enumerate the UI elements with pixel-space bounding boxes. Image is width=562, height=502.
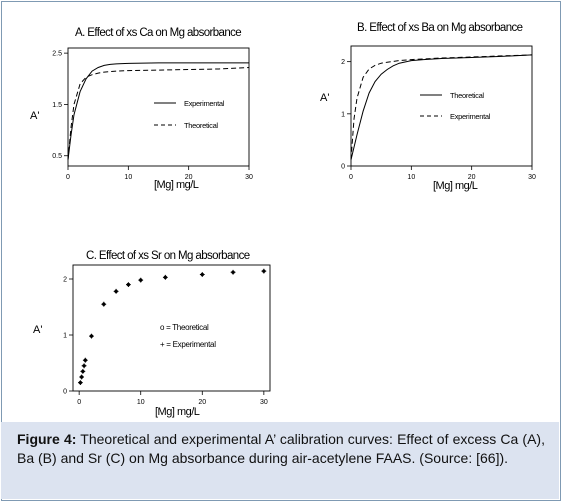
x-tick-label-c: 10 [137, 399, 145, 406]
x-tick-label-c: 0 [77, 399, 81, 406]
y-tick-label-c: 0 [63, 389, 67, 396]
data-point-c-experimental [81, 363, 87, 369]
y-tick-label-a: 1.5 [52, 102, 62, 109]
data-point-c-experimental [82, 357, 88, 363]
data-point-c-experimental [79, 374, 85, 380]
caption-box [1, 422, 559, 499]
caption-body: Theoretical and experimental A’ calibrat… [17, 431, 545, 466]
y-axis-label-c: A' [33, 324, 42, 336]
y-tick-label-b: 0 [341, 164, 345, 171]
x-axis-label-c: [Mg] mg/L [155, 406, 200, 418]
data-point-c-experimental [89, 333, 94, 339]
x-tick-label-a: 10 [124, 174, 132, 181]
series-line-b-theoretical [350, 54, 533, 160]
x-axis-label-b: [Mg] mg/L [433, 180, 478, 192]
legend-label-c-1: + = Experimental [160, 340, 216, 349]
legend-label-c-0: o = Theoretical [160, 323, 209, 332]
y-tick-label-b: 2 [341, 59, 345, 66]
data-point-c-experimental [199, 272, 205, 277]
data-point-c-experimental [261, 268, 267, 274]
y-axis-label-b: A' [320, 92, 329, 104]
caption-label: Figure 4: [17, 431, 77, 447]
data-point-c-experimental [126, 282, 131, 287]
y-tick-label-a: 2.5 [52, 51, 62, 58]
data-point-c-experimental [77, 380, 83, 385]
x-tick-label-a: 30 [245, 174, 253, 181]
legend-label-a-theoretical: Theoretical [184, 121, 218, 130]
x-tick-label-b: 30 [528, 174, 536, 181]
series-line-a-experimental [67, 62, 249, 160]
series-line-b-experimental [350, 54, 533, 160]
y-tick-label-a: 0.5 [52, 153, 62, 160]
x-tick-label-b: 0 [349, 174, 353, 181]
legend-label-b-theoretical: Theoretical [450, 91, 484, 100]
y-axis-label-a: A' [30, 110, 39, 122]
x-tick-label-b: 20 [468, 174, 476, 181]
data-point-c-experimental [101, 301, 107, 307]
plot-frame-a [67, 47, 250, 167]
x-axis-label-a: [Mg] mg/L [154, 179, 199, 191]
plot-frame-b [350, 45, 533, 167]
x-tick-label-b: 10 [407, 174, 415, 181]
x-tick-label-a: 20 [185, 174, 193, 181]
data-point-c-experimental [162, 274, 168, 280]
chart-title-b: B. Effect of xs Ba on Mg absorbance [357, 22, 523, 34]
plot-frame-c [72, 264, 271, 392]
y-tick-label-c: 2 [63, 277, 67, 284]
chart-title-c: C. Effect of xs Sr on Mg absorbance [86, 250, 250, 262]
data-point-c-experimental [113, 288, 119, 294]
legend-label-a-experimental: Experimental [184, 99, 225, 108]
figure-caption: Figure 4: Theoretical and experimental A… [17, 430, 545, 468]
chart-title-a: A. Effect of xs Ca on Mg absorbance [75, 27, 241, 39]
x-tick-label-c: 20 [198, 399, 206, 406]
data-point-c-experimental [230, 269, 236, 275]
data-point-c-experimental [138, 277, 144, 283]
y-tick-label-b: 1 [341, 111, 345, 118]
data-point-c-experimental [80, 369, 86, 374]
x-tick-label-c: 30 [260, 399, 268, 406]
legend-label-b-experimental: Experimental [450, 112, 491, 121]
series-line-a-theoretical [67, 67, 250, 160]
y-tick-label-c: 1 [63, 333, 67, 340]
chart-panel-a: A. Effect of xs Ca on Mg absorbance 0 10 20… [30, 27, 253, 191]
x-tick-label-a: 0 [66, 174, 70, 181]
